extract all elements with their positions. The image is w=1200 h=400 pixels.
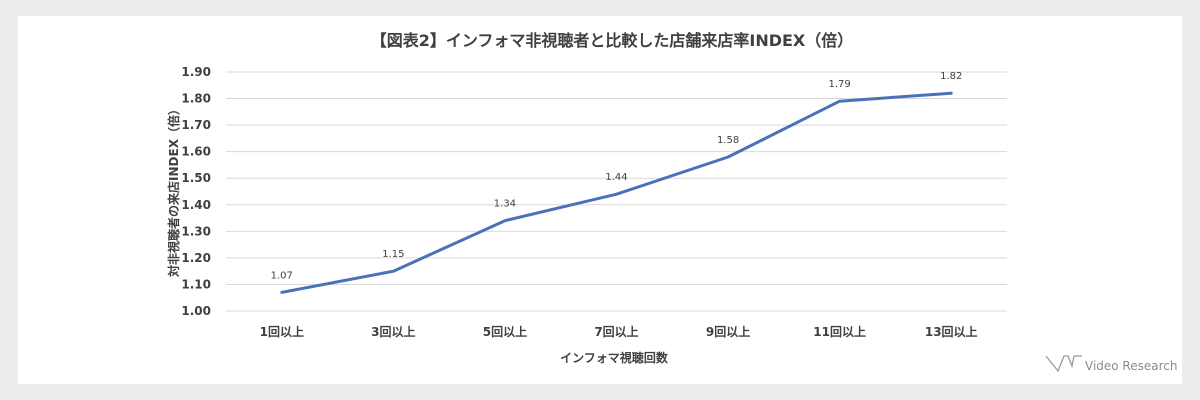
logo-text: Video Research: [1085, 359, 1177, 373]
y-tick-label: 1.80: [181, 92, 211, 106]
x-tick-label: 9回以上: [706, 324, 750, 339]
y-tick-label: 1.90: [181, 65, 211, 79]
chart-card: [18, 16, 1182, 384]
x-tick-label: 7回以上: [594, 324, 638, 339]
gridlines: [226, 71, 1007, 312]
y-tick-label: 1.60: [181, 145, 211, 159]
data-label: 1.44: [605, 172, 627, 183]
x-tick-label: 5回以上: [483, 324, 527, 339]
y-tick-label: 1.50: [181, 171, 211, 185]
y-tick-label: 1.00: [181, 304, 211, 318]
data-label: 1.82: [940, 71, 962, 82]
y-tick-label: 1.70: [181, 118, 211, 132]
x-tick-label: 13回以上: [925, 324, 978, 339]
x-axis-title: インフォマ視聴回数: [560, 350, 669, 365]
data-label: 1.79: [829, 79, 851, 90]
y-axis-title: 対非視聴者の来店INDEX（倍）: [166, 103, 181, 278]
series-line: [280, 91, 953, 294]
y-axis-ticks: 1.00 1.10 1.20 1.30 1.40 1.50 1.60 1.70 1.80 1.90: [181, 65, 211, 318]
x-tick-label: 11回以上: [813, 324, 866, 339]
data-label: 1.58: [717, 135, 739, 146]
data-label: 1.34: [494, 199, 516, 210]
y-tick-label: 1.20: [181, 251, 211, 265]
x-tick-label: 1回以上: [260, 324, 304, 339]
data-label: 1.15: [382, 249, 404, 260]
y-tick-label: 1.30: [181, 224, 211, 238]
chart-title: 【図表2】インフォマ非視聴者と比較した店舗来店率INDEX（倍）: [371, 31, 854, 50]
data-label: 1.07: [271, 270, 293, 281]
data-labels: 1.07 1.15 1.34 1.44 1.58 1.79 1.82: [271, 71, 963, 281]
x-axis-ticks: 1回以上 3回以上 5回以上 7回以上 9回以上 11回以上 13回以上: [260, 324, 978, 339]
logo-mark-icon: [1045, 355, 1082, 373]
y-tick-label: 1.40: [181, 198, 211, 212]
video-research-logo: Video Research: [1045, 355, 1177, 373]
series-layer: [280, 91, 953, 294]
x-tick-label: 3回以上: [371, 324, 415, 339]
y-tick-label: 1.10: [181, 277, 211, 291]
